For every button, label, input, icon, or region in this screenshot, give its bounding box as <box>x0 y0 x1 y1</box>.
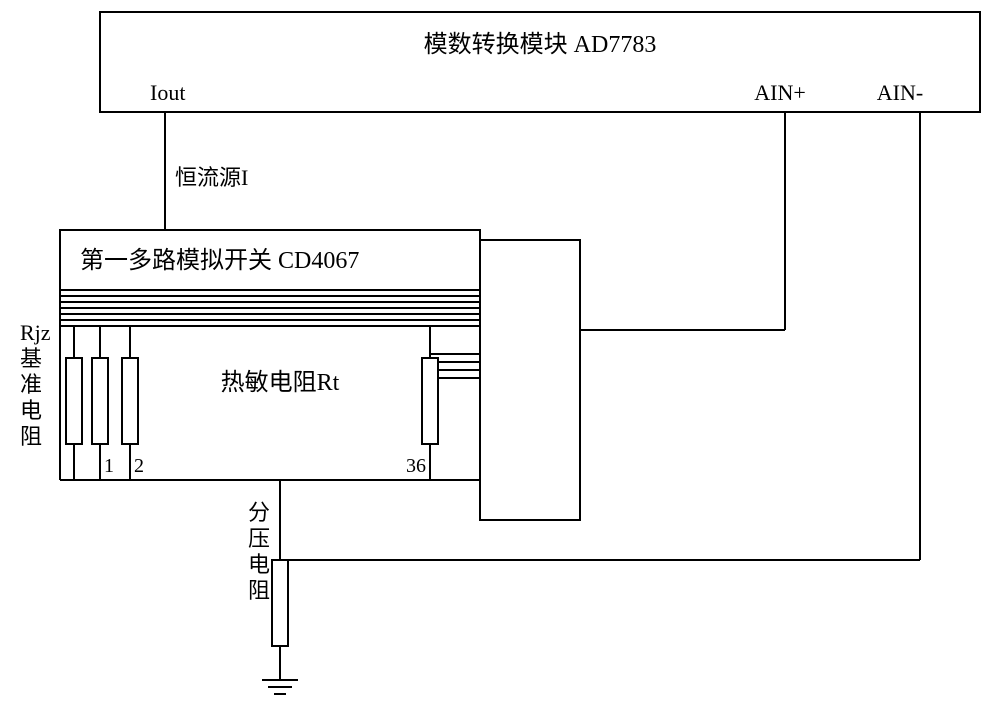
pin-ainplus-label: AIN+ <box>754 80 806 105</box>
reference-resistor: Rjz基准电阻 <box>20 320 82 480</box>
divider-label-line-3: 阻 <box>248 578 270 603</box>
current-source-label: 恒流源I <box>175 165 248 190</box>
pin-ainminus-label: AIN- <box>877 80 923 105</box>
resistor-num-0: 1 <box>104 455 114 477</box>
rjz-label-line-2: 准 <box>20 372 42 397</box>
divider-label-line-1: 压 <box>248 526 270 551</box>
resistor-num-1: 2 <box>134 455 144 477</box>
divider-label-line-2: 电 <box>248 552 270 577</box>
thermistor-label: 热敏电阻Rt <box>221 369 340 396</box>
mux-box: 第一多路模拟开关 CD4067 <box>60 230 480 290</box>
divider-label-line-0: 分 <box>248 500 270 525</box>
adc-module-box: 模数转换模块 AD7783 Iout AIN+ AIN- <box>100 12 980 112</box>
rjz-label-line-3: 电 <box>20 398 42 423</box>
mux-title: 第一多路模拟开关 CD4067 <box>80 247 359 274</box>
rjz-label-line-0: Rjz <box>20 320 51 345</box>
resistor-num-2: 36 <box>406 455 426 477</box>
second-mux-box <box>480 240 580 520</box>
ground-symbol <box>262 680 298 694</box>
pin-iout-label: Iout <box>150 80 185 105</box>
divider-resistor: 分压电阻 <box>248 500 288 646</box>
rjz-label-line-4: 阻 <box>20 424 42 449</box>
rjz-label-line-1: 基 <box>20 346 42 371</box>
thermistor-columns: 12 36 <box>92 326 438 480</box>
adc-title: 模数转换模块 AD7783 <box>424 31 657 58</box>
